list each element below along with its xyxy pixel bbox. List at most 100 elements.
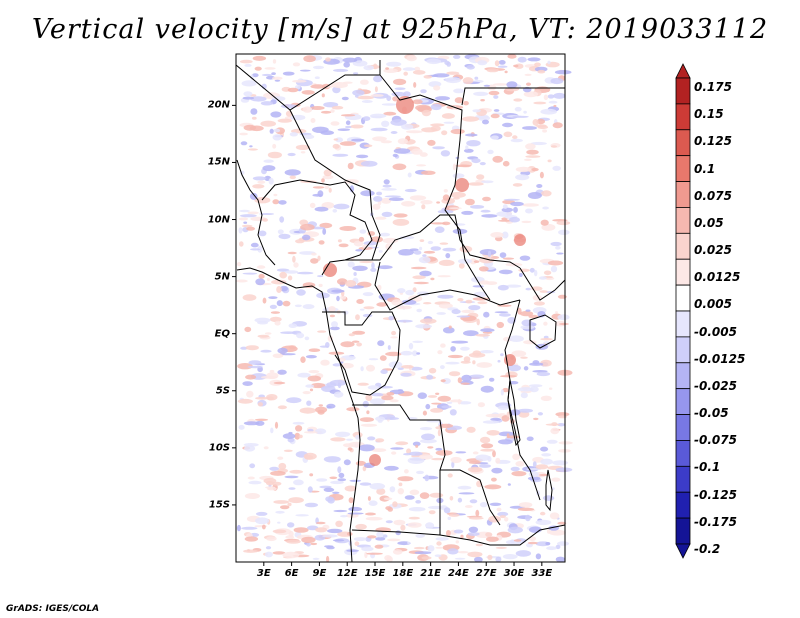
velocity-patch xyxy=(517,56,527,63)
velocity-patch xyxy=(255,396,269,400)
velocity-patch xyxy=(412,340,424,343)
velocity-patch xyxy=(512,183,523,187)
velocity-patch xyxy=(286,539,301,544)
velocity-patch xyxy=(338,243,349,248)
velocity-patch xyxy=(490,232,504,238)
velocity-patch xyxy=(361,546,374,552)
velocity-patch xyxy=(294,432,301,440)
velocity-patch xyxy=(287,87,299,93)
velocity-patch xyxy=(467,532,480,536)
velocity-patch xyxy=(323,169,332,177)
velocity-patch xyxy=(413,250,422,255)
velocity-patch xyxy=(381,211,393,217)
velocity-patch xyxy=(299,407,316,414)
legend-label: -0.0125 xyxy=(694,351,746,366)
velocity-patch xyxy=(472,451,479,455)
velocity-patch xyxy=(240,141,248,146)
velocity-patch xyxy=(359,482,372,486)
velocity-patch xyxy=(287,251,297,255)
velocity-patch xyxy=(347,532,353,536)
border-east-africa xyxy=(519,267,566,301)
velocity-patch xyxy=(359,308,365,311)
velocity-patch xyxy=(346,438,353,441)
velocity-patch xyxy=(535,464,549,470)
velocity-patch xyxy=(422,410,427,416)
velocity-patch xyxy=(463,330,479,337)
velocity-patch xyxy=(526,436,534,442)
velocity-patch xyxy=(354,541,360,546)
velocity-patch xyxy=(420,200,433,205)
velocity-patch xyxy=(241,80,257,87)
velocity-patch xyxy=(239,59,253,64)
velocity-patch xyxy=(393,519,406,526)
velocity-patch xyxy=(385,351,402,357)
velocity-patch xyxy=(301,90,315,95)
velocity-patch xyxy=(406,55,417,62)
velocity-patch xyxy=(244,326,252,333)
velocity-patch xyxy=(287,502,292,507)
velocity-patch xyxy=(481,180,494,184)
velocity-patch xyxy=(397,476,414,482)
velocity-patch xyxy=(479,464,491,468)
velocity-patch xyxy=(415,533,426,538)
velocity-patch xyxy=(401,299,417,305)
velocity-patch xyxy=(246,390,254,398)
velocity-patch xyxy=(525,155,541,158)
velocity-patch xyxy=(241,526,258,530)
velocity-patch xyxy=(347,447,353,451)
velocity-patch xyxy=(408,342,414,350)
velocity-patch xyxy=(555,467,573,473)
velocity-patch xyxy=(243,443,259,447)
velocity-patch xyxy=(258,230,267,237)
velocity-patch xyxy=(487,250,492,258)
longitude-label: 30E xyxy=(503,568,525,579)
velocity-patch xyxy=(310,106,325,110)
velocity-patch xyxy=(510,138,523,143)
velocity-patch xyxy=(321,93,325,98)
velocity-patch xyxy=(368,500,378,507)
velocity-patch xyxy=(540,219,549,226)
velocity-patch xyxy=(270,427,274,434)
velocity-patch xyxy=(252,176,267,181)
velocity-patch xyxy=(453,54,461,59)
velocity-patch xyxy=(523,91,539,98)
velocity-patch xyxy=(440,343,446,348)
velocity-patch xyxy=(448,207,462,210)
velocity-patch xyxy=(315,406,328,413)
velocity-patch xyxy=(359,260,374,264)
velocity-patch xyxy=(365,394,373,401)
velocity-patch xyxy=(277,405,287,410)
velocity-patch xyxy=(435,392,440,395)
velocity-patch xyxy=(502,387,509,393)
velocity-patch xyxy=(548,100,558,104)
velocity-patch xyxy=(277,456,284,460)
velocity-patch xyxy=(420,89,427,94)
velocity-patch xyxy=(550,77,564,85)
velocity-patch xyxy=(244,63,252,67)
velocity-patch xyxy=(540,338,553,341)
velocity-patch xyxy=(263,446,269,450)
velocity-patch xyxy=(468,374,485,379)
velocity-patch xyxy=(255,511,268,516)
velocity-patch xyxy=(287,152,296,157)
velocity-patch xyxy=(450,128,465,135)
velocity-patch xyxy=(321,178,325,183)
velocity-patch xyxy=(370,127,388,132)
velocity-patch xyxy=(332,209,338,213)
velocity-patch xyxy=(342,57,358,63)
velocity-patch xyxy=(247,365,263,369)
velocity-patch xyxy=(513,539,522,542)
velocity-patch xyxy=(440,150,451,157)
velocity-patch xyxy=(332,363,342,367)
velocity-patch xyxy=(353,240,364,247)
lake-malawi xyxy=(545,469,553,512)
velocity-patch xyxy=(557,314,570,321)
velocity-patch xyxy=(328,306,336,313)
legend-swatch xyxy=(675,440,691,467)
velocity-patch xyxy=(392,549,403,555)
velocity-patch xyxy=(427,240,434,245)
velocity-patch xyxy=(363,65,375,71)
velocity-patch xyxy=(292,62,301,67)
velocity-patch xyxy=(347,512,364,515)
velocity-patch xyxy=(333,391,344,398)
